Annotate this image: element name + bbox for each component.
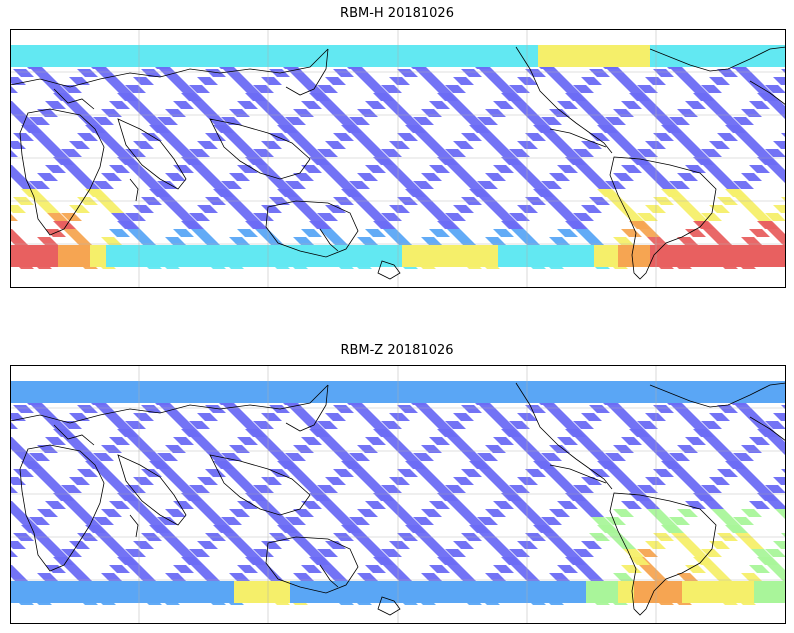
coastlines (10, 382, 786, 616)
map-frame (10, 365, 786, 624)
panel-title-top: RBM-H 20181026 (340, 6, 454, 21)
map-panel-bottom (10, 365, 786, 624)
map-panel-top (10, 29, 786, 288)
swath-layer (10, 381, 786, 605)
coastlines (10, 46, 786, 280)
graticule (10, 29, 786, 288)
graticule (10, 365, 786, 624)
panel-title-bottom: RBM-Z 20181026 (340, 343, 454, 358)
map-frame (10, 29, 786, 288)
